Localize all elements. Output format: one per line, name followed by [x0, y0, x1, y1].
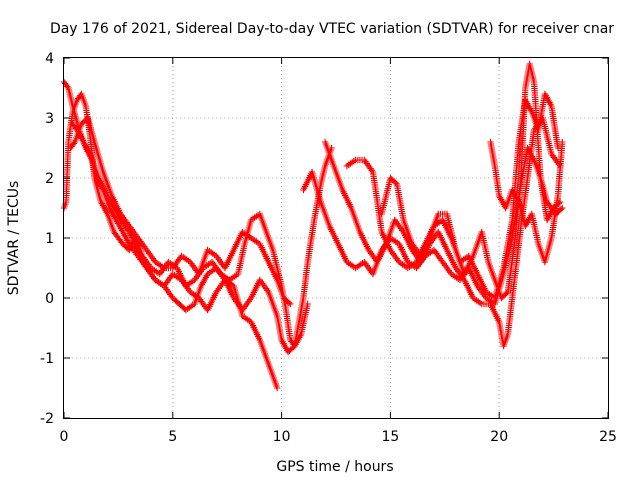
y-tick-label: 2: [45, 171, 54, 187]
series-satellite-track-a: [60, 90, 335, 350]
y-tick-label: 4: [45, 51, 54, 67]
x-tick-label: 5: [168, 429, 177, 445]
axis-ticks: [63, 57, 609, 419]
y-axis-label: SDTVAR / TECUs: [6, 181, 22, 296]
x-tick-label: 25: [599, 429, 617, 445]
series-satellite-track-h: [378, 60, 564, 302]
plus-markers: [378, 60, 564, 302]
y-tick-labels: -2 -1 0 1 2 3 4: [40, 51, 54, 427]
plus-markers: [67, 114, 294, 308]
y-tick-label: 3: [45, 111, 54, 127]
x-tick-label: 20: [490, 429, 508, 445]
x-tick-labels: 0 5 10 15 20 25: [60, 429, 617, 445]
data-marks: [60, 60, 566, 392]
plot-frame: [63, 57, 609, 419]
series-satellite-track-c: [69, 120, 311, 356]
x-tick-label: 0: [60, 429, 69, 445]
y-tick-label: -1: [40, 351, 54, 367]
x-axis-label: GPS time / hours: [276, 459, 393, 475]
chart-title: Day 176 of 2021, Sidereal Day-to-day VTE…: [50, 21, 614, 37]
plus-markers: [60, 90, 335, 350]
series-satellite-track-d: [67, 114, 294, 308]
plus-markers: [487, 138, 566, 266]
x-tick-label: 15: [381, 429, 399, 445]
x-tick-label: 10: [273, 429, 291, 445]
y-tick-label: -2: [40, 411, 54, 427]
plus-markers: [69, 120, 311, 356]
y-tick-label: 1: [45, 231, 54, 247]
series-satellite-track-i: [487, 138, 566, 266]
y-tick-label: 0: [45, 291, 54, 307]
